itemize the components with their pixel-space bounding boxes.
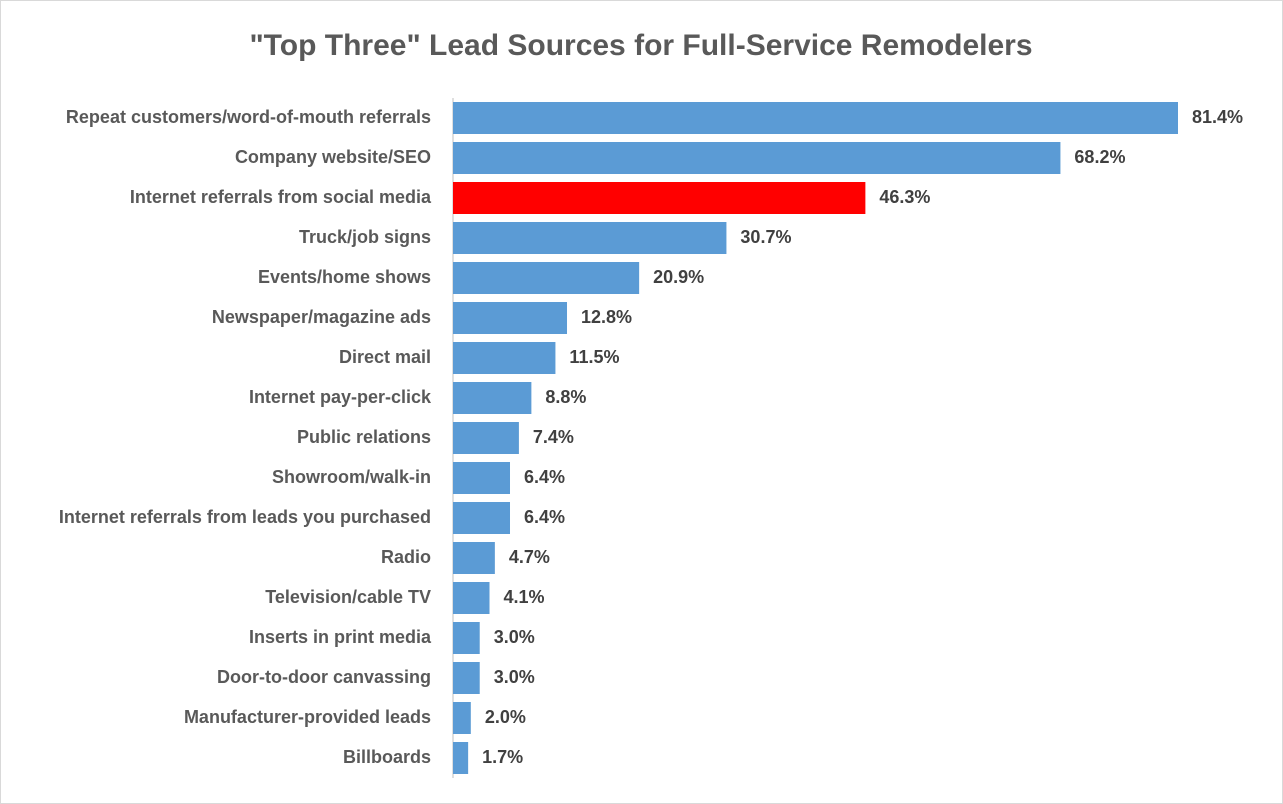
value-label: 4.7% xyxy=(509,547,550,567)
bar xyxy=(453,382,532,414)
bar xyxy=(453,422,519,454)
category-label: Radio xyxy=(381,547,431,567)
value-label: 4.1% xyxy=(504,587,545,607)
value-label: 8.8% xyxy=(545,387,586,407)
category-label: Manufacturer-provided leads xyxy=(184,707,431,727)
bar xyxy=(453,502,511,534)
category-label: Events/home shows xyxy=(258,267,431,287)
category-label: Company website/SEO xyxy=(235,147,431,167)
category-label: Billboards xyxy=(343,747,431,767)
category-label: Internet referrals from leads you purcha… xyxy=(59,507,431,527)
category-label: Television/cable TV xyxy=(265,587,431,607)
value-label: 12.8% xyxy=(581,307,632,327)
bar xyxy=(453,262,640,294)
bar xyxy=(453,302,568,334)
value-label: 46.3% xyxy=(879,187,930,207)
category-label: Internet referrals from social media xyxy=(130,187,432,207)
bar xyxy=(453,702,471,734)
bar xyxy=(453,622,480,654)
value-label: 11.5% xyxy=(569,347,619,367)
bar xyxy=(453,102,1178,134)
bar xyxy=(453,542,495,574)
value-label: 68.2% xyxy=(1074,147,1125,167)
bar xyxy=(453,462,511,494)
bar xyxy=(453,582,490,614)
category-label: Internet pay-per-click xyxy=(249,387,432,407)
value-label: 20.9% xyxy=(653,267,704,287)
bar xyxy=(453,742,469,774)
bar xyxy=(453,662,480,694)
category-label: Direct mail xyxy=(339,347,431,367)
value-label: 3.0% xyxy=(494,667,535,687)
bar xyxy=(453,222,727,254)
value-label: 1.7% xyxy=(482,747,523,767)
category-label: Inserts in print media xyxy=(249,627,432,647)
value-label: 30.7% xyxy=(740,227,791,247)
category-label: Public relations xyxy=(297,427,431,447)
value-label: 2.0% xyxy=(485,707,526,727)
category-label: Showroom/walk-in xyxy=(272,467,431,487)
value-label: 6.4% xyxy=(524,507,565,527)
value-label: 7.4% xyxy=(533,427,574,447)
category-label: Door-to-door canvassing xyxy=(217,667,431,687)
category-label: Truck/job signs xyxy=(299,227,431,247)
bar xyxy=(453,142,1061,174)
chart-title: "Top Three" Lead Sources for Full-Servic… xyxy=(249,29,1032,62)
value-label: 6.4% xyxy=(524,467,565,487)
bar xyxy=(453,182,866,214)
category-label: Newspaper/magazine ads xyxy=(212,307,431,327)
category-label: Repeat customers/word-of-mouth referrals xyxy=(66,107,431,127)
bar xyxy=(453,342,556,374)
value-label: 81.4% xyxy=(1192,107,1243,127)
value-label: 3.0% xyxy=(494,627,535,647)
